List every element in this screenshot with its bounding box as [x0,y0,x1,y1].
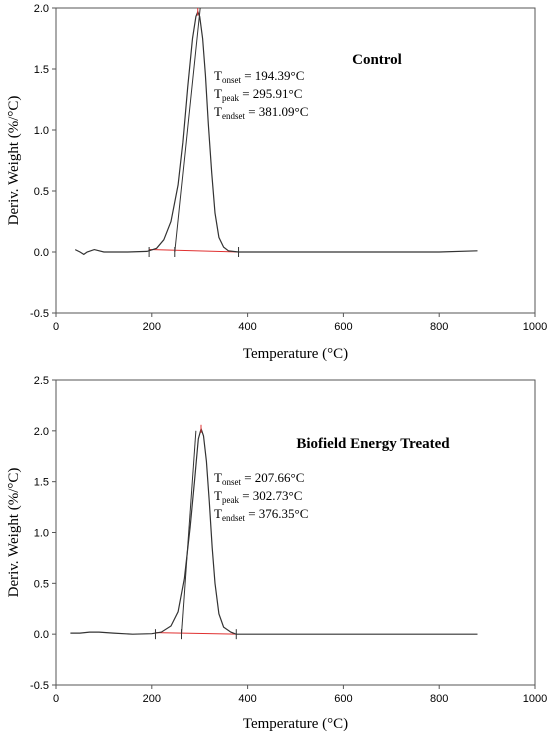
x-tick-label: 800 [430,693,448,705]
x-tick-label: 1000 [523,693,547,705]
baseline-line [149,249,239,253]
x-axis-title: Temperature (°C) [243,716,348,732]
annotation-value: = 302.73°C [239,488,302,503]
annotation-subscript: endset [222,111,245,121]
x-axis-title: Temperature (°C) [243,346,348,362]
x-tick-label: 200 [143,321,161,333]
series-line [74,10,478,256]
annotation-symbol: T [214,68,222,83]
annotation-subscript: endset [222,513,245,523]
annotation-onset: Tonset = 194.39°C [214,68,304,85]
x-tick-label: 400 [238,321,256,333]
annotation-value: = 194.39°C [241,68,304,83]
x-tick-label: 1000 [523,321,547,333]
annotation-value: = 295.91°C [239,86,302,101]
annotation-value: = 381.09°C [245,104,308,119]
x-tick-label: 200 [143,693,161,705]
annotation-subscript: peak [222,495,239,505]
onset-tangent-line [174,8,201,253]
annotation-peak: Tpeak = 295.91°C [214,86,302,103]
chart-panel-control: 0 200 400 600 800 1000 -0.5 0.0 0.5 1.0 1.5 2.0 Temp… [6,3,547,362]
annotation-endset: Tendset = 381.09°C [214,104,308,121]
baseline-line [155,632,237,635]
y-tick-label: 0.5 [34,578,49,590]
chart-control: 0 200 400 600 800 1000 -0.5 0.0 0.5 1.0 1.5 2.0 Temp… [6,3,547,362]
annotation-endset: Tendset = 376.35°C [214,506,308,523]
annotation-onset: Tonset = 207.66°C [214,470,304,487]
annotation-symbol: T [214,506,222,521]
chart-panel-treated: 0 200 400 600 800 1000 -0.5 0.0 0.5 1.0 1.5 2.0 2.5 T… [0,370,552,739]
chart-title: Control [352,52,402,68]
y-tick-label: 0.5 [34,186,49,198]
y-tick-label: 1.0 [34,125,49,137]
plot-frame [55,379,536,686]
annotation-symbol: T [214,488,222,503]
y-tick-label: 1.5 [34,64,49,76]
annotation-peak: Tpeak = 302.73°C [214,488,302,505]
y-tick-label: 0.0 [34,247,49,259]
y-tick-label: 1.0 [34,528,49,540]
x-tick-label: 0 [53,321,59,333]
onset-tangent-line [180,430,197,635]
annotation-subscript: onset [222,477,241,487]
x-tick-label: 800 [430,321,448,333]
y-tick-label: -0.5 [30,680,49,692]
y-axis-title: Deriv. Weight (%/°C) [6,96,22,226]
annotation-symbol: T [214,86,222,101]
x-tick-label: 400 [238,693,256,705]
annotation-value: = 207.66°C [241,470,304,485]
x-tick-label: 0 [53,693,59,705]
annotation-subscript: peak [222,93,239,103]
x-tick-label: 600 [334,693,352,705]
y-tick-label: 1.5 [34,477,49,489]
annotation-value: = 376.35°C [245,506,308,521]
chart-biofield-treated: 0 200 400 600 800 1000 -0.5 0.0 0.5 1.0 1.5 2.0 2.5 T… [6,375,547,732]
annotation-subscript: onset [222,75,241,85]
y-tick-label: 2.0 [34,426,49,438]
y-tick-label: -0.5 [30,308,49,320]
y-axis-title: Deriv. Weight (%/°C) [6,468,22,598]
series-line [70,426,478,635]
annotation-symbol: T [214,470,222,485]
y-tick-label: 2.0 [34,3,49,15]
annotation-symbol: T [214,104,222,119]
y-tick-label: 0.0 [34,629,49,641]
plot-frame [55,7,536,314]
y-tick-label: 2.5 [34,375,49,387]
x-tick-label: 600 [334,321,352,333]
chart-title: Biofield Energy Treated [296,436,450,452]
